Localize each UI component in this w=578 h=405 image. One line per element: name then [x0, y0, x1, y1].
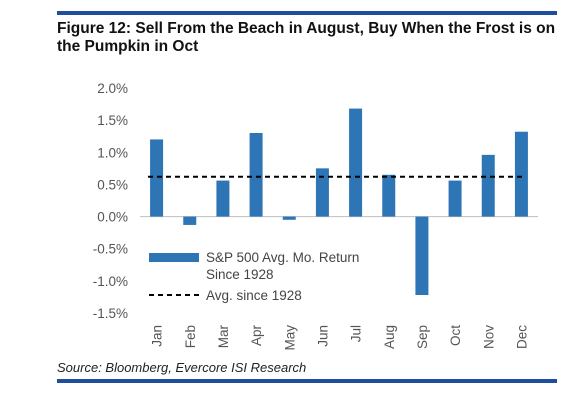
legend-line-label: Avg. since 1928 [206, 288, 302, 303]
x-axis-labels: Jan Feb Mar Apr May Jun Jul Aug Sep Oct Nov Dec [150, 324, 530, 350]
y-axis-ticks: 2.0% 1.5% 1.0% 0.5% 0.0% -0.5% -1.0% -1.5% [93, 81, 128, 321]
bar-apr [249, 133, 263, 217]
y-tick-label: 0.0% [97, 210, 128, 225]
y-tick-label: -1.5% [93, 306, 128, 321]
y-tick-label: -0.5% [93, 242, 128, 257]
bar-may [282, 216, 296, 220]
x-tick-label: Oct [448, 325, 463, 346]
x-tick-label: Feb [183, 325, 198, 348]
bar-oct [448, 180, 462, 217]
y-tick-label: 0.5% [97, 177, 128, 192]
y-tick-label: 1.0% [97, 145, 128, 160]
bar-jun [315, 168, 329, 217]
x-tick-label: Jun [315, 325, 330, 347]
legend-bar-label: S&P 500 Avg. Mo. Return [206, 250, 359, 265]
x-tick-label: May [282, 325, 297, 351]
chart-title: Figure 12: Sell From the Beach in August… [57, 20, 556, 55]
x-tick-label: Dec [514, 325, 529, 349]
bar-jan [150, 139, 164, 217]
bottom-rule [57, 379, 557, 383]
bar-jul [349, 108, 363, 217]
legend-bar-swatch [149, 253, 199, 262]
x-tick-label: Aug [382, 325, 397, 349]
bar-aug [382, 174, 396, 217]
bar-mar [216, 180, 230, 217]
bar-dec [514, 131, 528, 217]
legend: S&P 500 Avg. Mo. Return Since 1928 Avg. … [149, 250, 359, 303]
bars [150, 108, 528, 295]
bar-feb [183, 216, 197, 225]
x-tick-label: Jul [349, 325, 364, 342]
y-tick-label: 2.0% [97, 81, 128, 96]
bar-sep [415, 216, 429, 295]
x-tick-label: Jan [150, 325, 165, 347]
y-tick-label: -1.0% [93, 274, 128, 289]
x-tick-label: Apr [249, 325, 264, 347]
y-tick-label: 1.5% [97, 113, 128, 128]
legend-bar-label-line2: Since 1928 [206, 267, 274, 282]
x-tick-label: Nov [481, 325, 496, 349]
x-tick-label: Sep [415, 325, 430, 349]
top-rule [57, 11, 557, 15]
x-tick-label: Mar [216, 324, 231, 348]
bar-nov [481, 154, 495, 217]
source-note: Source: Bloomberg, Evercore ISI Research [57, 360, 307, 375]
